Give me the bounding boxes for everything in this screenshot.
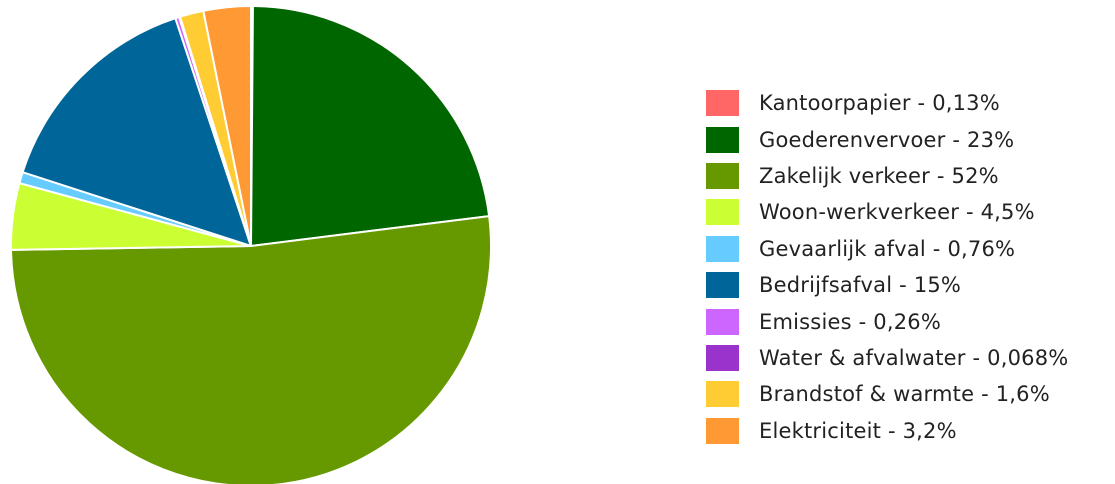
pie-slice-9[interactable] [202,5,252,247]
legend-label: Brandstof & warmte - 1,6% [759,382,1050,407]
legend-item-3[interactable]: Woon-werkverkeer - 4,5% [706,194,1068,230]
legend-label: Bedrijfsafval - 15% [759,273,962,298]
legend-item-1[interactable]: Goederenvervoer - 23% [706,121,1068,157]
legend-swatch [706,417,739,444]
legend-label: Woon-werkverkeer - 4,5% [759,200,1035,225]
chart-legend: Kantoorpapier - 0,13% Goederenvervoer - 2… [706,85,1068,449]
legend-label: Elektriciteit - 3,2% [759,418,957,443]
legend-item-9[interactable]: Elektriciteit - 3,2% [706,413,1068,449]
pie-slice-2[interactable] [10,215,492,484]
legend-item-0[interactable]: Kantoorpapier - 0,13% [706,85,1068,121]
legend-label: Kantoorpapier - 0,13% [759,91,1000,116]
legend-item-6[interactable]: Emissies - 0,26% [706,303,1068,339]
legend-swatch [706,162,739,189]
legend-swatch [706,308,739,335]
legend-label: Emissies - 0,26% [759,309,941,334]
legend-item-4[interactable]: Gevaarlijk afval - 0,76% [706,231,1068,267]
legend-item-5[interactable]: Bedrijfsafval - 15% [706,267,1068,303]
legend-label: Water & afvalwater - 0,068% [759,345,1069,370]
legend-swatch [706,272,739,299]
legend-item-7[interactable]: Water & afvalwater - 0,068% [706,340,1068,376]
legend-swatch [706,235,739,262]
legend-item-8[interactable]: Brandstof & warmte - 1,6% [706,376,1068,412]
legend-label: Zakelijk verkeer - 52% [759,163,999,188]
legend-swatch [706,344,739,371]
legend-label: Goederenvervoer - 23% [759,127,1015,152]
legend-swatch [706,90,739,117]
legend-swatch [706,381,739,408]
legend-item-2[interactable]: Zakelijk verkeer - 52% [706,158,1068,194]
pie-slices [10,5,492,484]
legend-swatch [706,199,739,226]
pie-slice-1[interactable] [250,5,491,247]
legend-label: Gevaarlijk afval - 0,76% [759,236,1016,261]
legend-swatch [706,126,739,153]
